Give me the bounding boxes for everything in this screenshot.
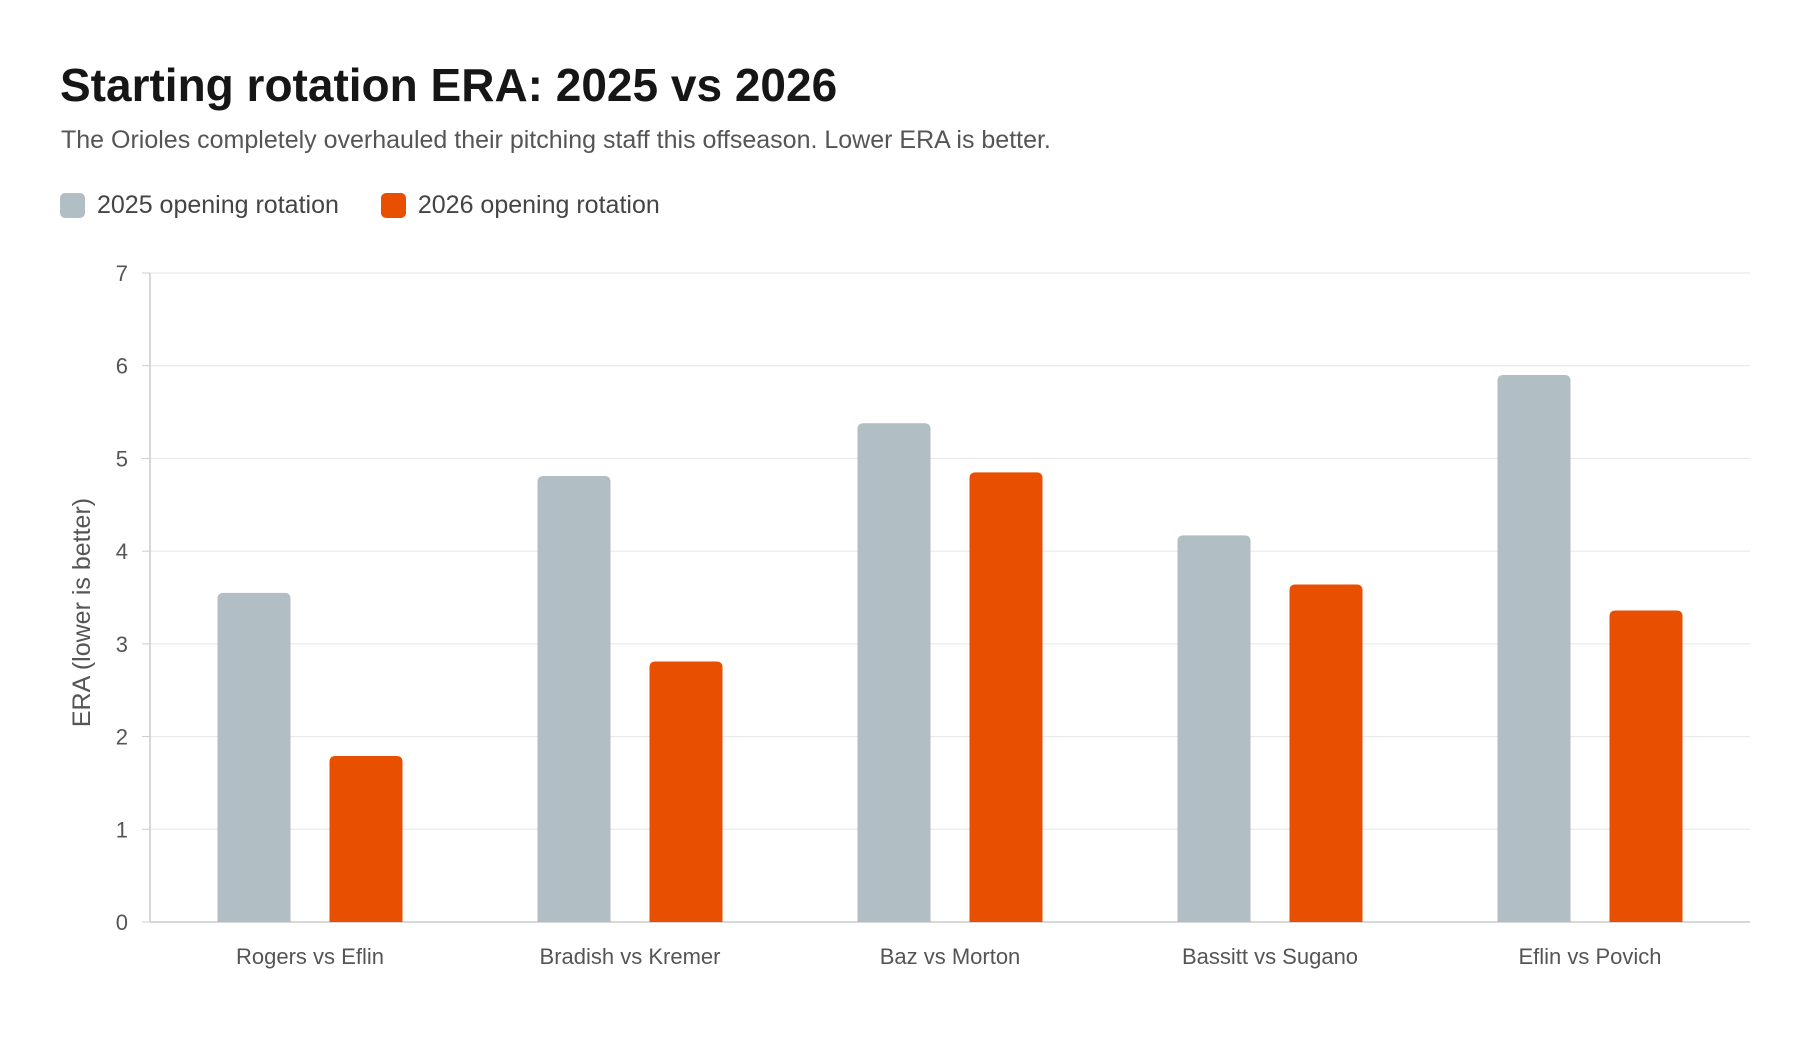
y-tick-label-1: 1 — [116, 817, 128, 842]
legend-swatch-2025 — [60, 193, 85, 218]
chart-title: Starting rotation ERA: 2025 vs 2026 — [60, 59, 838, 111]
y-tick-label-2: 2 — [116, 725, 128, 750]
x-tick-label-0: Rogers vs Eflin — [236, 944, 384, 969]
y-axis-label: ERA (lower is better) — [68, 498, 96, 727]
bar-2025-3 — [1177, 535, 1251, 922]
grid-lines — [150, 272, 1750, 830]
chart-legend: 2025 opening rotation 2026 opening rotat… — [60, 191, 660, 220]
bars — [217, 374, 1683, 922]
bar-2025-4 — [1497, 374, 1571, 922]
bar-2025-1 — [537, 476, 611, 922]
tick-labels: 0 1 2 3 4 5 6 7 Rogers vs Eflin Bradish vs Kremer… — [116, 261, 1662, 969]
y-tick-label-7: 7 — [116, 261, 128, 286]
bar-2025-2 — [857, 423, 931, 922]
chart-subtitle: The Orioles completely overhauled their … — [61, 126, 1051, 154]
bar-2026-1 — [649, 661, 723, 922]
legend-label-2026: 2026 opening rotation — [417, 191, 660, 219]
bar-2026-4 — [1609, 610, 1683, 922]
bar-2026-0 — [329, 756, 403, 922]
legend-label-2025: 2025 opening rotation — [97, 191, 339, 219]
bar-2026-2 — [969, 472, 1043, 922]
y-tick-label-3: 3 — [116, 632, 128, 657]
x-tick-label-3: Bassitt vs Sugano — [1182, 944, 1358, 969]
y-tick-label-4: 4 — [116, 539, 128, 564]
axes — [142, 272, 1750, 923]
y-tick-label-6: 6 — [116, 354, 128, 379]
x-tick-label-2: Baz vs Morton — [880, 944, 1021, 969]
bar-2026-3 — [1289, 584, 1363, 922]
y-tick-label-5: 5 — [116, 446, 128, 471]
bar-2025-0 — [217, 592, 291, 922]
legend-item-2025: 2025 opening rotation — [60, 191, 339, 220]
x-tick-label-4: Eflin vs Povich — [1518, 944, 1661, 969]
legend-item-2026: 2026 opening rotation — [380, 191, 660, 220]
x-tick-label-1: Bradish vs Kremer — [540, 944, 721, 969]
y-tick-label-0: 0 — [116, 910, 128, 935]
legend-swatch-2026 — [380, 193, 406, 218]
